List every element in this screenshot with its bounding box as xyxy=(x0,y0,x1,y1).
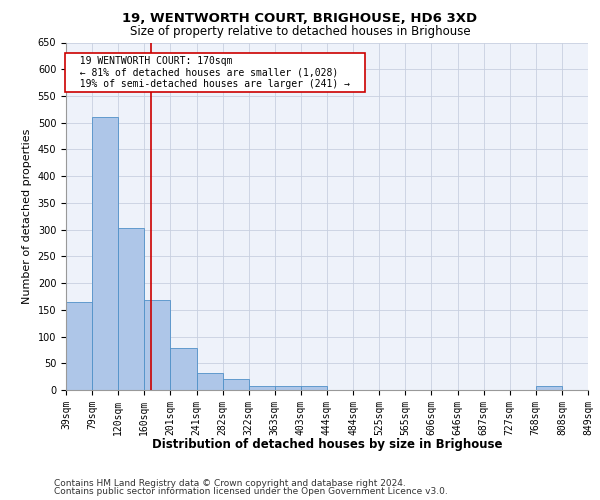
Bar xyxy=(197,373,223,390)
Text: Contains HM Land Registry data © Crown copyright and database right 2024.: Contains HM Land Registry data © Crown c… xyxy=(54,478,406,488)
Text: 19, WENTWORTH COURT, BRIGHOUSE, HD6 3XD: 19, WENTWORTH COURT, BRIGHOUSE, HD6 3XD xyxy=(122,12,478,26)
Bar xyxy=(536,386,562,390)
Bar xyxy=(223,380,249,390)
Bar xyxy=(66,302,92,390)
Text: 19 WENTWORTH COURT: 170sqm
  ← 81% of detached houses are smaller (1,028)
  19% : 19 WENTWORTH COURT: 170sqm ← 81% of deta… xyxy=(68,56,362,89)
Text: Contains public sector information licensed under the Open Government Licence v3: Contains public sector information licen… xyxy=(54,487,448,496)
Bar xyxy=(275,386,301,390)
Bar xyxy=(301,386,327,390)
Bar xyxy=(118,228,145,390)
Bar xyxy=(249,386,275,390)
Bar xyxy=(92,118,118,390)
Bar xyxy=(170,348,197,390)
Bar xyxy=(145,300,170,390)
X-axis label: Distribution of detached houses by size in Brighouse: Distribution of detached houses by size … xyxy=(152,438,502,451)
Y-axis label: Number of detached properties: Number of detached properties xyxy=(22,128,32,304)
Text: Size of property relative to detached houses in Brighouse: Size of property relative to detached ho… xyxy=(130,24,470,38)
